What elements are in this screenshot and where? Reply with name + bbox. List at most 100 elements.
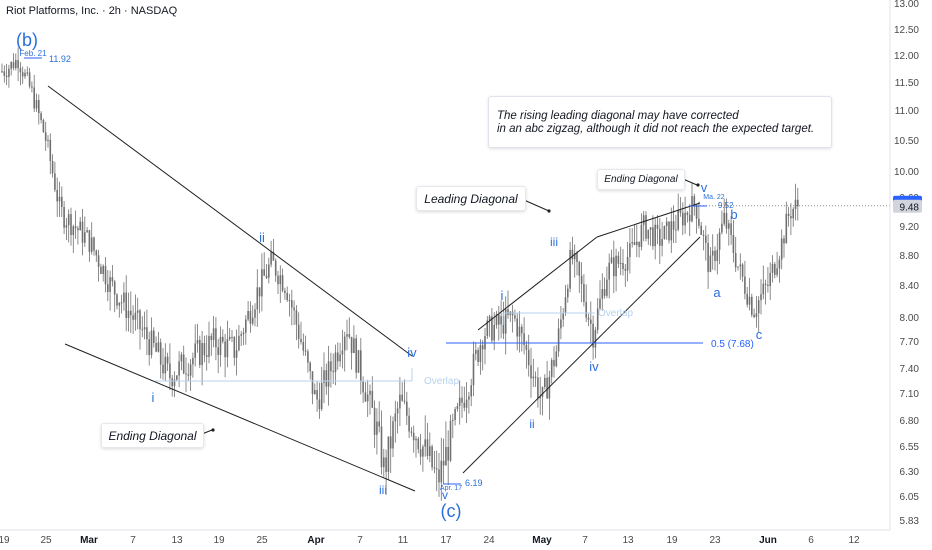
candle-body (311, 371, 314, 395)
candle-body (279, 275, 282, 285)
candle-body (130, 310, 132, 316)
candle-body (670, 221, 673, 241)
ending-diagonal-callout-bottom[interactable]: Ending Diagonal (101, 423, 204, 448)
candle-body (429, 446, 431, 457)
candle-body (675, 229, 677, 231)
candle-body (337, 352, 339, 362)
candle-body (182, 354, 185, 374)
x-tick-label: Apr (307, 535, 324, 546)
candle-body (385, 457, 387, 472)
candle-body (569, 249, 571, 289)
candle-body (746, 293, 748, 305)
candle-body (603, 289, 606, 296)
candle-body (458, 397, 461, 406)
wave-label-i-2: i (501, 288, 504, 303)
candle-body (251, 317, 254, 324)
note-line-2: in an abc zigzag, although it did not re… (497, 123, 815, 135)
candle-body (725, 212, 728, 229)
candle-body (357, 350, 360, 373)
candle-body (461, 397, 463, 403)
candle-body (65, 225, 68, 228)
candle-body (406, 401, 408, 416)
candle-body (242, 332, 245, 335)
candle-body (638, 241, 640, 247)
candle-body (205, 355, 208, 357)
leading-diagonal-callout[interactable]: Leading Diagonal (416, 186, 526, 211)
candle-body (530, 365, 532, 379)
candle-body (454, 408, 456, 420)
candle-body (226, 339, 229, 358)
candle-body (132, 315, 134, 320)
candle-body (465, 399, 468, 408)
candle-body (553, 360, 555, 367)
candle-body (661, 239, 663, 246)
candle-body (1, 71, 3, 73)
candle-body (760, 294, 762, 301)
candle-body (495, 314, 498, 325)
ending-diagonal-callout-top[interactable]: Ending Diagonal (597, 169, 685, 190)
candle-body (753, 314, 755, 318)
candle-body (424, 439, 426, 447)
x-tick-label: 19 (0, 535, 10, 546)
candle-body (573, 253, 576, 260)
candle-body (86, 230, 88, 233)
candle-body (785, 213, 788, 244)
y-tick-label: 11.50 (895, 78, 920, 89)
candle-body (74, 226, 77, 229)
candle-body (371, 390, 374, 408)
candle-body (233, 337, 236, 358)
high-date-label: Feb. 21 (19, 49, 47, 58)
candle-body (373, 407, 376, 435)
y-tick-label: 13.00 (894, 0, 919, 10)
candle-body (594, 329, 597, 348)
candle-body (709, 255, 712, 272)
candle-body (541, 387, 544, 397)
current-price-badge (893, 199, 922, 213)
candle-body (288, 299, 291, 301)
candle-body (730, 223, 732, 236)
wave-v-date-label: Ma. 22 (703, 194, 725, 201)
candle-body (700, 225, 702, 235)
candle-body (748, 296, 751, 305)
callout-pointer-leading (523, 199, 550, 212)
candle-body (355, 338, 357, 373)
y-tick-label: 8.00 (900, 313, 920, 324)
candle-body (47, 139, 49, 141)
y-tick-label: 6.05 (900, 492, 920, 503)
candle-body (599, 298, 601, 309)
candle-body (624, 268, 627, 271)
candle-body (426, 439, 429, 457)
candle-body (272, 251, 275, 261)
candle-body (486, 320, 489, 337)
wave-label-iv-2: iv (589, 359, 599, 374)
candle-body (51, 161, 54, 174)
candle-body (615, 255, 617, 277)
candle-body (610, 257, 613, 263)
candle-body (249, 310, 252, 324)
note-callout[interactable]: The rising leading diagonal may have cor… (488, 96, 832, 148)
candle-body (440, 460, 443, 483)
overlap-label-right: Overlap (598, 308, 633, 319)
x-tick-label: 11 (398, 535, 409, 546)
x-tick-label: 24 (483, 535, 495, 546)
x-tick-label: 12 (848, 535, 860, 546)
candle-body (774, 263, 776, 275)
candle-body (297, 324, 300, 340)
candle-body (284, 290, 286, 293)
x-tick-label: 25 (256, 535, 268, 546)
candle-body (10, 62, 12, 69)
candle-body (757, 300, 760, 314)
candle-body (263, 269, 265, 276)
candle-body (219, 336, 222, 355)
candle-body (672, 221, 675, 230)
candle-body (631, 242, 633, 244)
candle-body (176, 375, 178, 380)
candle-body (56, 189, 58, 202)
candle-body (240, 334, 242, 336)
candle-body (578, 261, 581, 276)
candle-body (210, 335, 213, 340)
candle-body (187, 374, 190, 376)
candle-body (199, 339, 201, 365)
